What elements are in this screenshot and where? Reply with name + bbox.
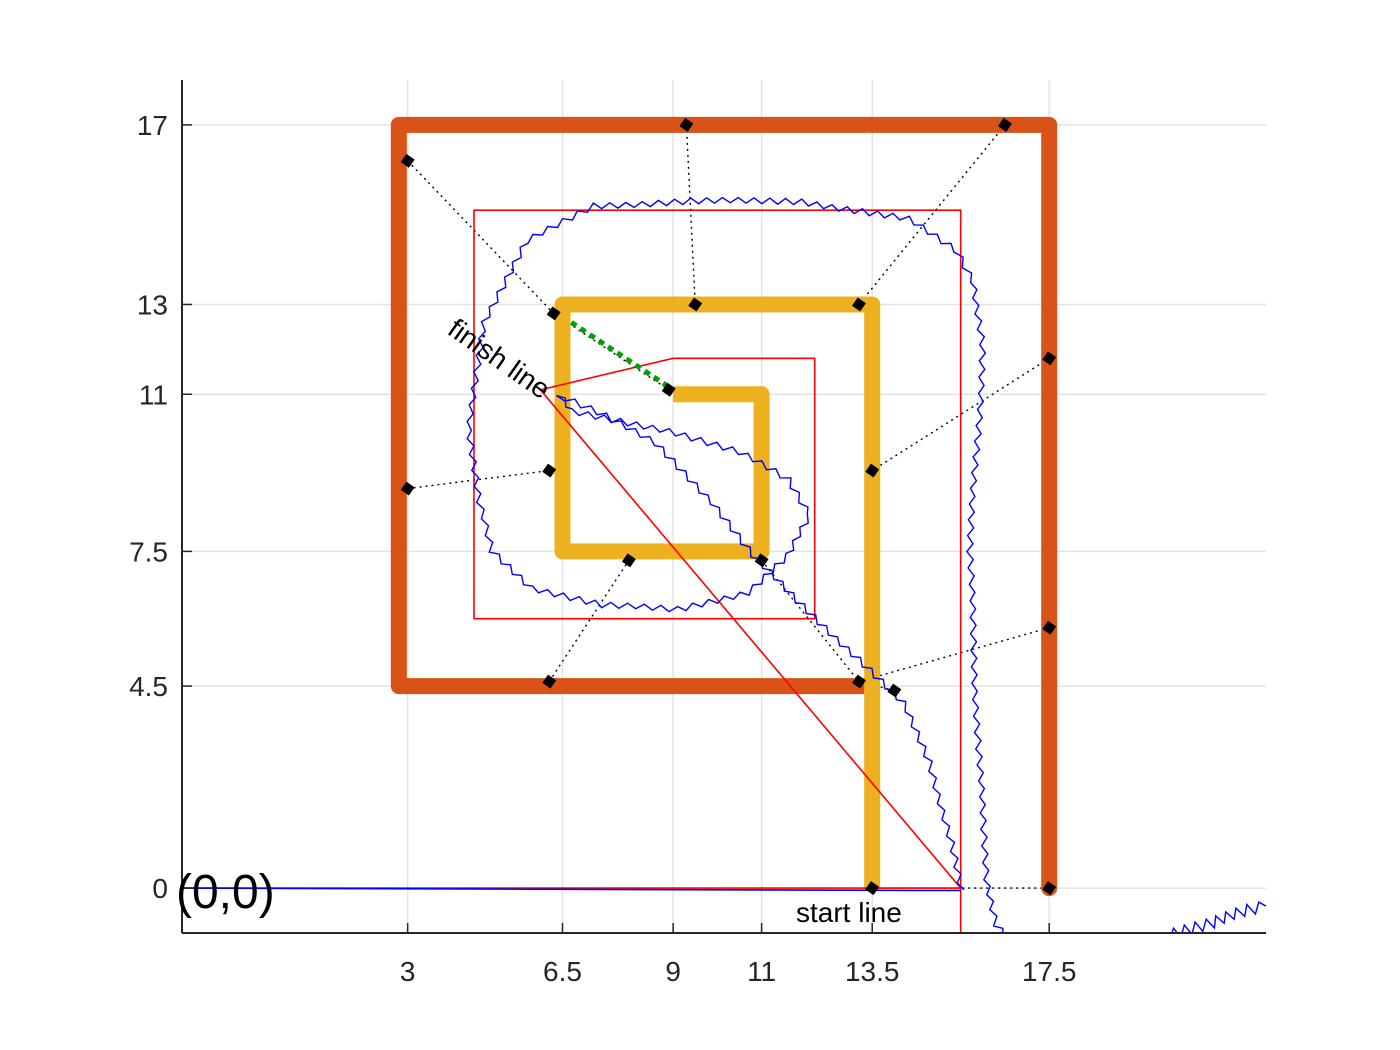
checkpoint-marker (997, 117, 1012, 132)
x-tick-label: 11 (747, 956, 776, 987)
checkpoint-marker (661, 382, 676, 397)
checkpoint-marker (1042, 620, 1057, 635)
checkpoint-marker (542, 674, 557, 689)
y-tick-label: 13 (137, 289, 168, 320)
checkpoint-marker (1042, 881, 1057, 896)
checkpoint-marker (887, 683, 902, 698)
x-tick-label: 3 (400, 956, 416, 987)
reference-path (182, 209, 963, 933)
checkpoint-marker (400, 153, 415, 168)
origin-label: (0,0) (176, 866, 275, 919)
x-tick-label: 17.5 (1022, 956, 1077, 987)
checkpoint-marker (851, 674, 866, 689)
start-line-label: start line (796, 897, 902, 928)
y-tick-label: 7.5 (129, 536, 168, 567)
checkpoint-marker (546, 306, 561, 321)
checkpoint-marker (754, 553, 769, 568)
finish-line-label: finish line (443, 313, 556, 405)
paths (182, 196, 1266, 933)
checkpoint-marker (400, 481, 415, 496)
outer-wall (390, 116, 1058, 897)
checkpoint-ray (761, 559, 860, 683)
checkpoint-marker (865, 463, 880, 478)
checkpoint-marker (542, 463, 557, 478)
checkpoint-marker (1042, 351, 1057, 366)
y-tick-label: 0 (152, 873, 168, 904)
checkpoint-ray (685, 124, 696, 305)
actual-path (466, 196, 1004, 933)
checkpoint-ray (871, 357, 1050, 472)
axes: 3 6.5 9 11 13.5 17.5 0 4.5 7.5 11 13 17 (129, 80, 1266, 987)
checkpoint-ray (858, 627, 1050, 683)
y-tick-label: 11 (139, 379, 168, 410)
x-tick-label: 6.5 (543, 956, 582, 987)
checkpoint-markers (400, 117, 1057, 896)
y-tick-label: 4.5 (129, 671, 168, 702)
checkpoint-marker (688, 297, 703, 312)
finish-line (569, 320, 675, 392)
grid-lines (182, 80, 1266, 933)
inner-wall (554, 296, 881, 889)
checkpoint-marker (679, 117, 694, 132)
actual-path-tail (1171, 901, 1266, 933)
y-tick-label: 17 (137, 110, 168, 141)
checkpoint-marker (865, 881, 880, 896)
walls (390, 116, 1058, 897)
x-tick-label: 13.5 (845, 956, 900, 987)
checkpoint-ray (407, 469, 550, 490)
checkpoint-ray (548, 559, 630, 682)
checkpoint-marker (621, 553, 636, 568)
checkpoint-marker (851, 297, 866, 312)
x-tick-label: 9 (665, 956, 681, 987)
checkpoint-rays (393, 118, 1055, 889)
annotations: (0,0) start line finish line (176, 313, 902, 928)
actual-path-start (182, 887, 961, 892)
checkpoint-ray (858, 124, 1006, 305)
checkpoint-ray (553, 312, 670, 391)
